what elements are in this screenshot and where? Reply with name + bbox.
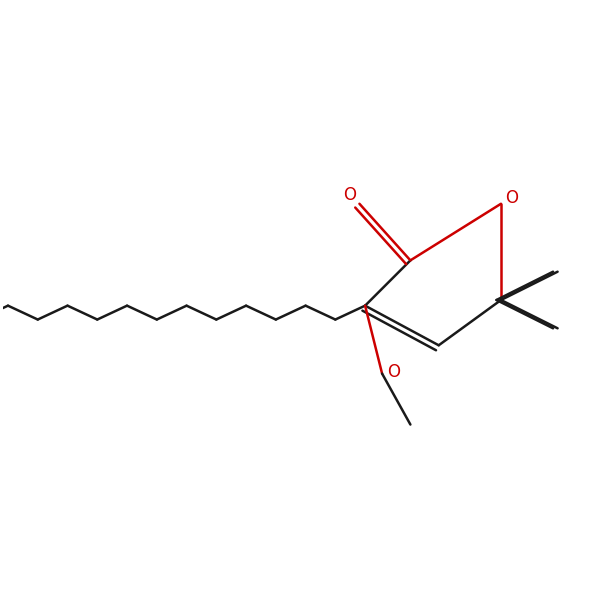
Text: O: O: [505, 189, 518, 207]
Text: O: O: [387, 363, 400, 381]
Text: O: O: [343, 186, 356, 204]
